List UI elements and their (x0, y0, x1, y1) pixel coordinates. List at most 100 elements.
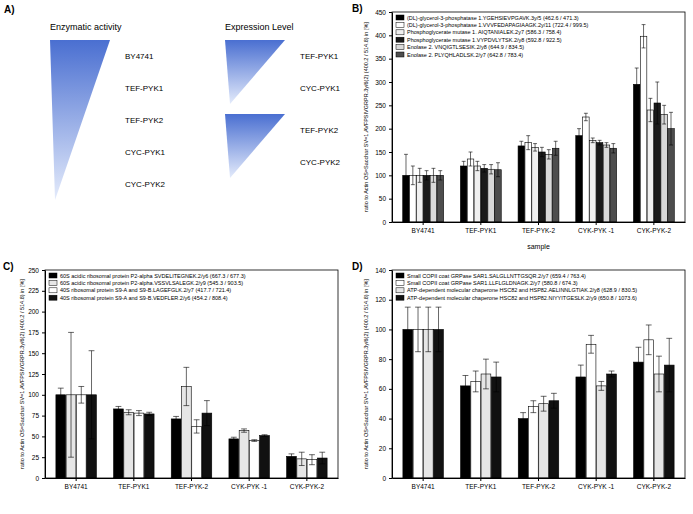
tick-mark (389, 152, 392, 153)
bar (532, 147, 539, 222)
strain-label: BY4741 (125, 52, 154, 61)
tick-mark (389, 419, 392, 420)
error-bar (136, 411, 142, 416)
error-bar (425, 307, 431, 352)
tick-label: 0 (382, 219, 386, 226)
panel-label: C) (3, 261, 14, 272)
tick-label: CYK-PYK-2 (637, 483, 672, 490)
error-bar (431, 168, 435, 182)
tick-mark (389, 359, 392, 360)
error-bar (554, 141, 558, 155)
error-bar (126, 410, 132, 415)
legend-label: 40S ribosomal protein S9-A and S9-B.LAGE… (60, 287, 231, 293)
series (416, 98, 653, 222)
tick: 150 (375, 149, 392, 156)
error-bar (58, 388, 64, 401)
tick: 200 (28, 308, 45, 315)
tick-label: 400 (375, 32, 386, 39)
y-axis: 050100150200250300350400450 (375, 9, 392, 226)
error-bar (173, 416, 179, 421)
x-axis: BY4741TEF-PYK1TEF-PYK-2CYK-PYK -1CYK-PYK… (46, 478, 339, 490)
bar (260, 436, 270, 478)
tick-mark (389, 82, 392, 83)
tick-mark (389, 199, 392, 200)
tick-mark (653, 222, 654, 225)
series (434, 307, 674, 478)
tick: 0 (35, 475, 45, 482)
bar (552, 148, 559, 222)
error-bar (251, 440, 257, 442)
gradient-triangle (50, 40, 110, 200)
error-bar (598, 140, 602, 145)
tick-label: 350 (375, 55, 386, 62)
legend-swatch (396, 22, 404, 27)
tick-label: 300 (375, 79, 386, 86)
tick: CYK-PYK-2 (637, 222, 672, 234)
tick: 400 (375, 32, 392, 39)
tick-mark (480, 222, 481, 225)
error-bar (418, 168, 422, 182)
error-bar (404, 154, 408, 196)
tick: 50 (379, 195, 392, 202)
tick: CYK-PYK -1 (578, 222, 615, 234)
tick-mark (191, 478, 192, 481)
bar (229, 439, 239, 478)
error-bar (578, 365, 584, 389)
tick-mark (596, 478, 597, 481)
tick: 225 (28, 287, 45, 294)
tick-label: 225 (28, 287, 39, 294)
tick-mark (42, 270, 45, 271)
y-axis-title: ratio to Actin OS=Sacchar SV=1.AVFPSIVGR… (363, 279, 369, 469)
tick-label: BY4741 (412, 227, 436, 234)
error-bar (496, 163, 500, 177)
tick-mark (42, 395, 45, 396)
tick: 25 (32, 454, 45, 461)
legend-swatch (396, 280, 404, 285)
tick: 50 (32, 433, 45, 440)
legend-label: 60S acidic ribosomal protein P2-alpha SV… (60, 273, 246, 279)
bar (287, 456, 297, 478)
tick-mark (389, 448, 392, 449)
bar (589, 140, 596, 222)
axis-line (392, 13, 393, 223)
error-bar (526, 136, 530, 150)
axis-line (45, 271, 46, 479)
tick: 350 (375, 55, 392, 62)
error-bar (591, 138, 595, 143)
tick-mark (42, 353, 45, 354)
error-bar (519, 141, 523, 150)
error-bar (319, 452, 325, 464)
tick: 100 (375, 172, 392, 179)
tick: 450 (375, 9, 392, 16)
tick-label: 20 (379, 445, 387, 452)
error-bar (463, 375, 469, 396)
tick-label: CYK-PYK-2 (290, 483, 325, 490)
series (56, 388, 296, 478)
y-axis-title: ratio to Actin OS=Sacchar SV=1.AVFPSIVGR… (363, 22, 369, 212)
error-bar (609, 371, 615, 377)
bar (549, 401, 559, 478)
bar (474, 166, 481, 222)
tick: 250 (375, 102, 392, 109)
tick-mark (133, 478, 134, 481)
bar (124, 412, 134, 478)
tick-mark (42, 416, 45, 417)
tick: BY4741 (412, 478, 436, 490)
tick: BY4741 (65, 478, 89, 490)
error-bar (405, 307, 411, 352)
bar (114, 409, 124, 478)
panel-label: B) (352, 3, 363, 14)
error-bar (438, 171, 442, 180)
tick-label: CYK-PYK -1 (578, 227, 615, 234)
tick: 175 (28, 329, 45, 336)
tick-mark (42, 374, 45, 375)
tick-mark (389, 35, 392, 36)
plot-frame (392, 270, 685, 478)
tick-label: 75 (32, 412, 40, 419)
error-bar (425, 171, 429, 180)
error-bar (577, 129, 581, 143)
column-title: Enzymatic activity (50, 22, 122, 32)
error-bar (669, 112, 673, 145)
bar (518, 146, 525, 222)
series (87, 351, 327, 478)
